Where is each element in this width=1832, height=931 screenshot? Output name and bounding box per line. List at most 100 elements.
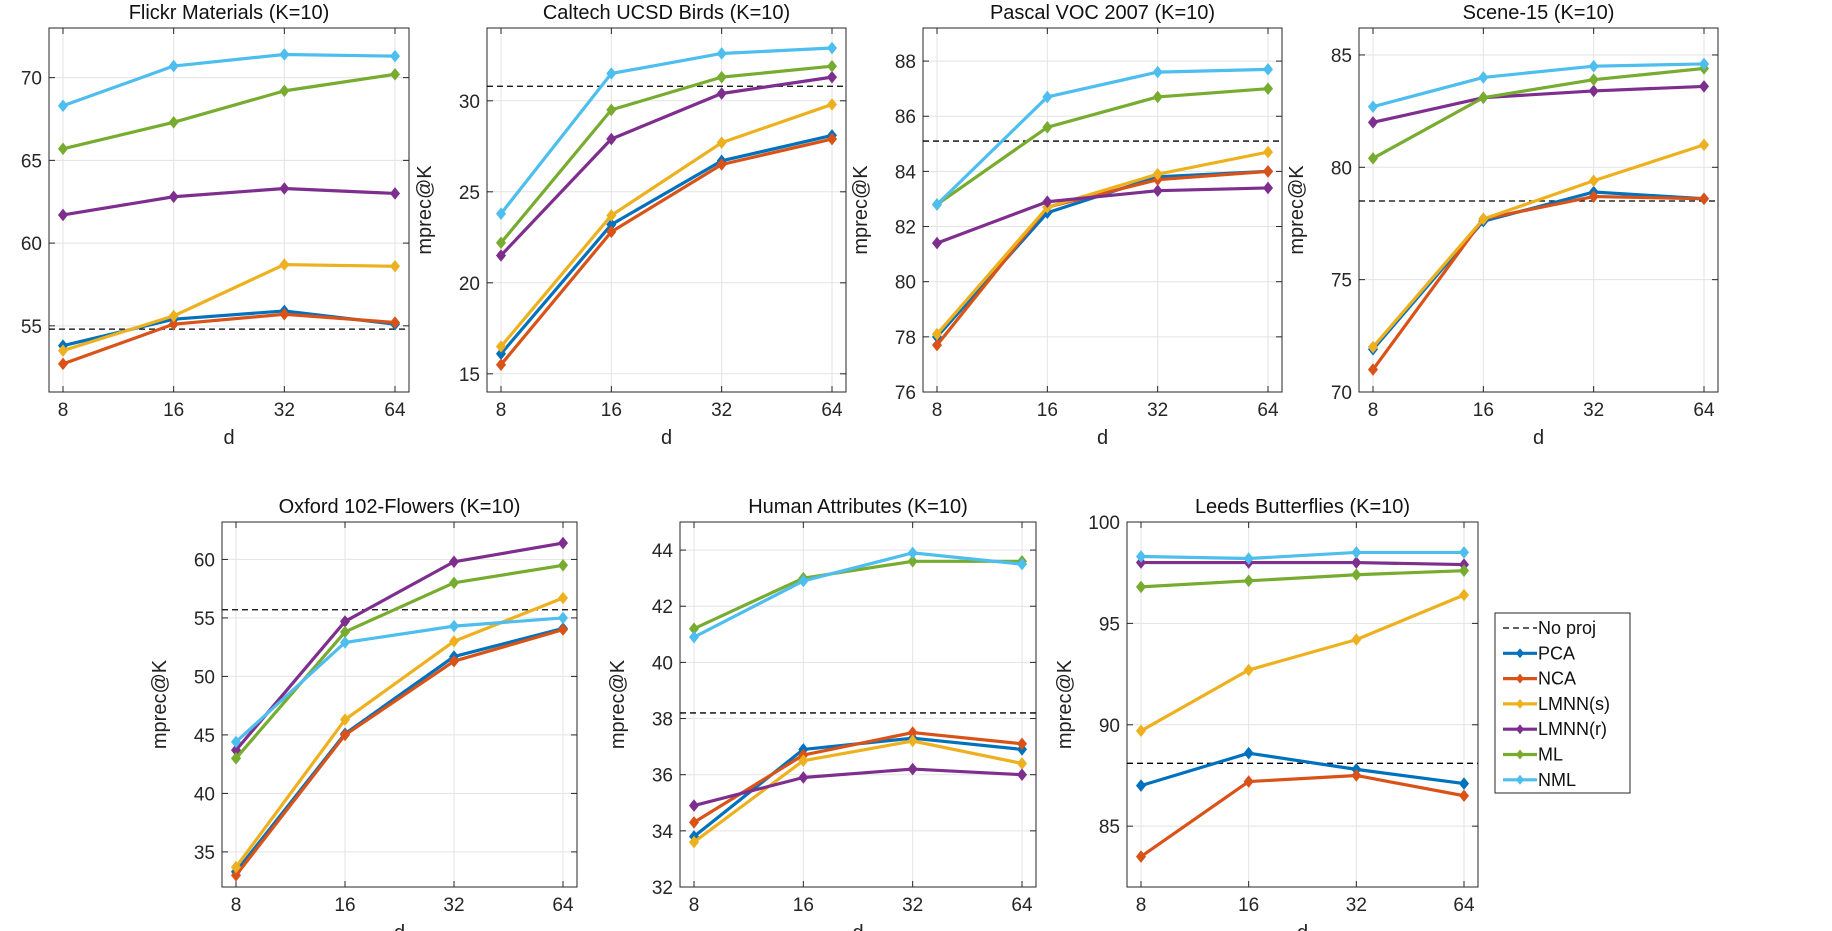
point-lmnn-s (279, 258, 290, 271)
x-tick-label: 8 (58, 400, 69, 421)
legend-marker-lmnn-r (1516, 724, 1524, 735)
y-tick-label: 50 (194, 667, 215, 688)
x-tick-label: 8 (932, 400, 943, 421)
point-nml (1588, 59, 1599, 73)
point-lmnn-s (1152, 167, 1163, 181)
y-tick-label: 65 (21, 151, 42, 172)
legend-label-lmnn-r: LMNN(r) (1538, 719, 1607, 739)
point-nca (1458, 789, 1470, 803)
point-lmnn-s (1135, 724, 1147, 738)
axes-box (1126, 521, 1479, 888)
point-nca (557, 623, 569, 636)
point-lmnn-s (1698, 138, 1710, 152)
point-nml (448, 619, 460, 633)
y-tick-label: 76 (895, 383, 916, 404)
series-line-nca (62, 312, 396, 366)
point-nml (1367, 100, 1379, 113)
x-tick-label: 16 (793, 895, 814, 916)
point-lmnn-r (1042, 195, 1053, 209)
point-nca (57, 357, 69, 371)
point-lmnn-r (606, 132, 617, 146)
point-lmnn-s (1458, 588, 1470, 602)
point-nca (230, 869, 242, 882)
x-axis-label: d (223, 427, 234, 449)
series-line-lmnn-r (1141, 560, 1465, 567)
point-nca (1698, 192, 1710, 206)
axes-box (486, 27, 847, 393)
point-ml (907, 555, 918, 568)
y-axis-label: mprec@K (850, 165, 872, 255)
point-lmnn-r (389, 187, 401, 200)
y-tick-label: 38 (652, 710, 673, 731)
point-nca (495, 358, 507, 372)
series-line-nml (1140, 550, 1464, 561)
series-line-ml (234, 563, 564, 760)
y-tick-label: 90 (1099, 716, 1120, 737)
y-axis-label: mprec@K (149, 659, 171, 749)
legend-label-nml: NML (1538, 770, 1576, 790)
point-nca (339, 728, 351, 742)
x-tick-label: 8 (1136, 895, 1147, 916)
y-axis-label: mprec@K (1054, 659, 1076, 749)
point-lmnn-r (279, 182, 290, 195)
y-tick-label: 84 (895, 162, 917, 183)
point-ml (1262, 82, 1274, 95)
point-nca (1588, 190, 1599, 203)
series-line-ml (1372, 66, 1705, 160)
y-tick-label: 78 (895, 328, 916, 349)
x-axis-label: d (661, 427, 672, 449)
point-nml (168, 59, 179, 73)
legend-label-lmnn-s: LMNN(s) (1538, 694, 1610, 714)
point-lmnn-r (557, 536, 569, 550)
point-ml (448, 576, 460, 590)
point-nml (688, 630, 700, 644)
point-lmnn-s (339, 713, 351, 727)
y-tick-label: 86 (895, 107, 916, 128)
point-lmnn-s (1262, 145, 1274, 159)
series-line-lmnn-s (935, 150, 1269, 336)
point-nca (448, 654, 460, 668)
point-lmnn-s (1016, 757, 1028, 770)
x-axis-label: d (1533, 427, 1544, 449)
point-lmnn-r (1016, 768, 1028, 781)
point-lmnn-r (1367, 116, 1379, 129)
y-tick-label: 42 (652, 597, 673, 618)
y-tick-label: 15 (459, 365, 480, 386)
series-line-lmnn-r (1372, 84, 1705, 124)
chart-6: 32 34 36 38 40 42 44 8 16 32 64 Human Attributes (K… (607, 496, 1037, 931)
x-tick-label: 16 (334, 895, 355, 916)
point-nml (279, 48, 290, 61)
series-line-lmnn-r (234, 541, 564, 752)
point-lmnn-r (907, 762, 918, 776)
point-ml (716, 70, 727, 84)
y-tick-label: 25 (459, 183, 480, 204)
series-line-nca (1371, 194, 1705, 371)
point-ml (826, 59, 838, 73)
point-nml (1152, 65, 1163, 79)
x-tick-label: 16 (1037, 400, 1058, 421)
series-line-lmnn-s (693, 739, 1023, 844)
y-tick-label: 20 (459, 274, 480, 295)
point-nml (907, 546, 918, 560)
x-tick-label: 64 (552, 895, 574, 916)
axes-box (221, 521, 578, 888)
series-line-nca (935, 169, 1269, 347)
y-tick-label: 85 (1099, 817, 1120, 838)
axes-box (922, 27, 1283, 393)
x-tick-label: 8 (689, 895, 700, 916)
chart-7: 85 90 95 100 8 16 32 64 Leeds Butterflies (K=10)… (1054, 496, 1479, 931)
point-nml (606, 67, 617, 80)
y-tick-label: 30 (459, 92, 480, 113)
point-pca (1243, 746, 1254, 760)
x-tick-label: 16 (1473, 400, 1494, 421)
point-nca (688, 816, 700, 829)
point-nml (716, 47, 727, 60)
series-line-nml (935, 67, 1269, 206)
legend-marker-ml (1516, 749, 1524, 760)
point-ml (1042, 120, 1053, 134)
point-nca (716, 158, 727, 171)
point-ml (1367, 152, 1379, 165)
point-ml (557, 558, 569, 572)
series-line-lmnn-r (693, 767, 1023, 808)
